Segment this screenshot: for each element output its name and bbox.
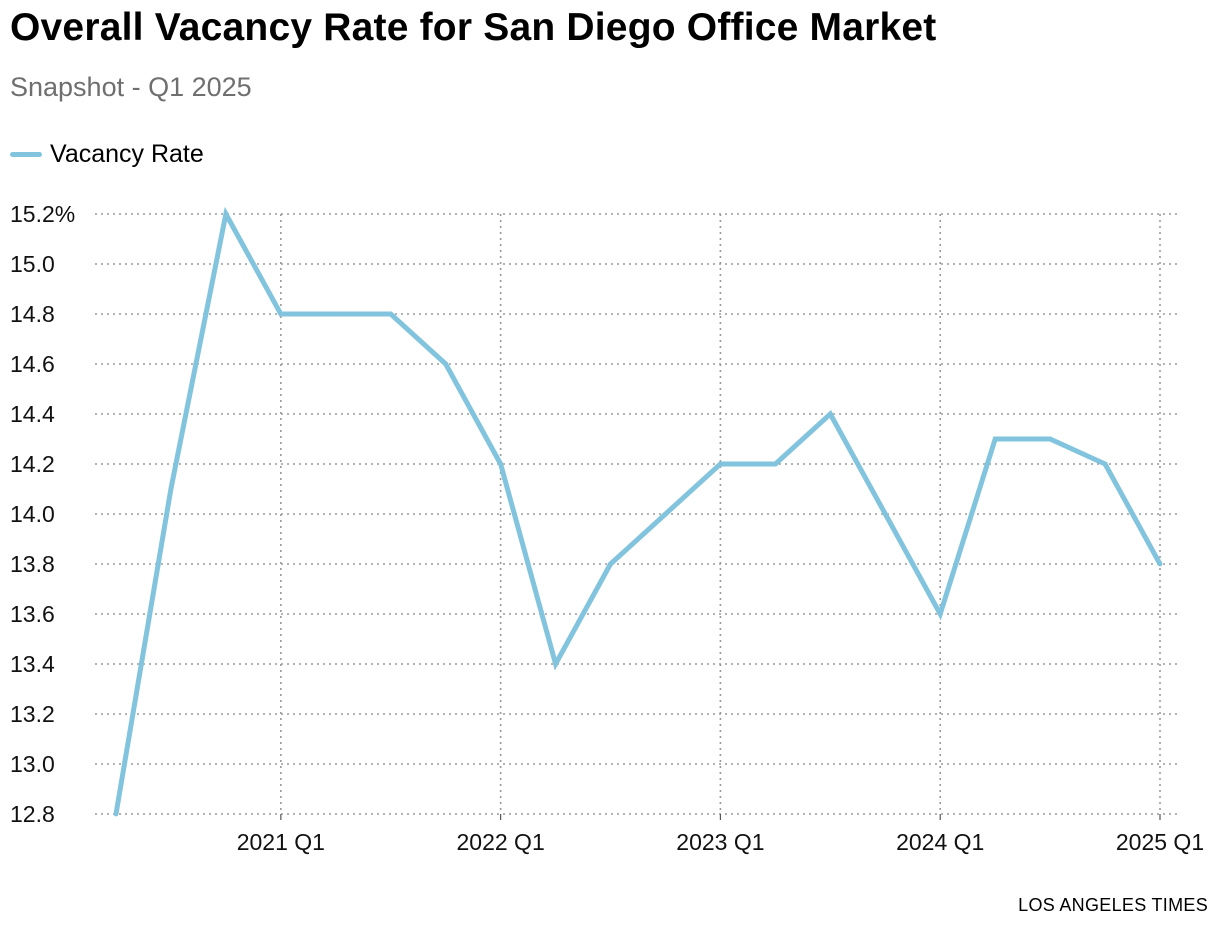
source-credit: LOS ANGELES TIMES [1018,895,1208,915]
data-point [718,461,723,467]
y-tick-label: 14.0 [10,501,55,527]
data-point [772,461,778,467]
y-tick-label: 13.8 [10,551,55,577]
data-point [223,211,229,217]
data-point [168,486,174,492]
y-tick-label: 13.4 [10,651,55,677]
data-point [553,661,558,667]
y-tick-label: 12.8 [10,801,55,827]
data-point [1102,461,1108,467]
y-tick-label: 14.6 [10,351,55,377]
legend: Vacancy Rate [10,138,204,170]
x-tick-label: 2021 Q1 [237,829,325,855]
data-point [1157,561,1163,567]
y-tick-label: 13.6 [10,601,55,627]
data-point [113,811,119,817]
legend-swatch-vacancy-rate [10,151,42,157]
chart-subtitle: Snapshot - Q1 2025 [10,72,252,102]
y-tick-label: 15.0 [10,251,55,277]
y-tick-label: 14.2 [10,451,55,477]
data-point [333,311,339,317]
y-tick-label: 14.4 [10,401,55,427]
data-point [882,511,888,517]
data-point [608,561,613,567]
x-tick-label: 2023 Q1 [676,829,764,855]
data-point [498,461,504,467]
x-tick-label: 2024 Q1 [896,829,984,855]
x-tick-label: 2022 Q1 [457,829,545,855]
data-point [278,311,284,317]
data-point [388,311,394,317]
x-tick-label: 2025 Q1 [1116,829,1204,855]
data-point [992,436,998,442]
y-tick-label: 14.8 [10,301,55,327]
data-point [663,511,668,517]
chart-title: Overall Vacancy Rate for San Diego Offic… [10,6,937,49]
legend-label-vacancy-rate: Vacancy Rate [50,139,204,168]
y-tick-label: 13.0 [10,751,55,777]
data-point [937,611,943,617]
data-point [443,361,449,367]
series-line-vacancy-rate [113,206,1163,815]
data-point [1047,436,1053,442]
y-tick-label: 15.2% [10,201,75,227]
data-point [827,411,833,417]
y-tick-label: 13.2 [10,701,55,727]
